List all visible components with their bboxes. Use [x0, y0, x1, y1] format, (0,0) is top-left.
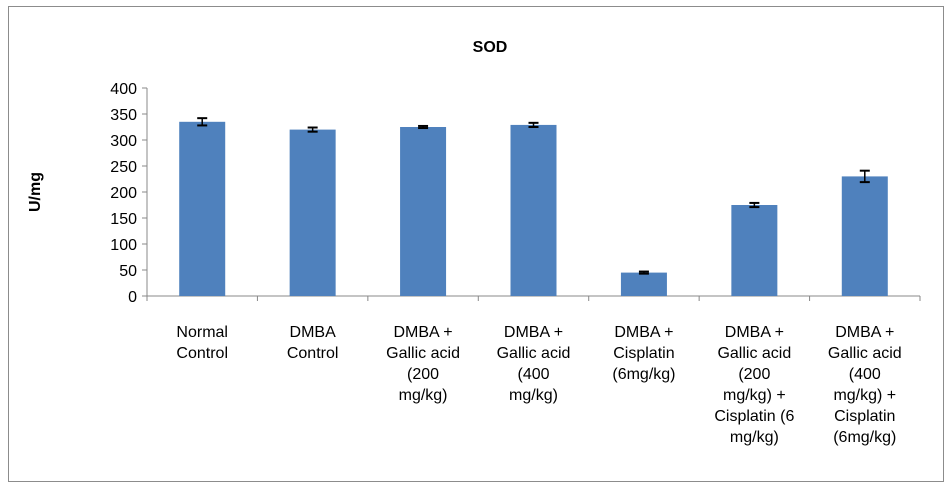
- category-label: DMBA Control: [287, 324, 339, 362]
- bar: [510, 124, 557, 296]
- category-label-line: Gallic acid: [717, 345, 791, 362]
- y-tick-label: 50: [119, 263, 137, 280]
- category-label-line: Cisplatin: [613, 345, 674, 362]
- error-bars: [197, 117, 870, 275]
- category-labels: Normal Control DMBA Control DMBA + Gallic aci…: [176, 324, 901, 446]
- y-tick-label: 350: [110, 107, 137, 124]
- category-label-line: DMBA +: [614, 324, 673, 341]
- category-label-line: (400: [517, 366, 549, 383]
- category-label-line: (200: [407, 366, 439, 383]
- category-label: DMBA + Gallic acid (400 mg/kg): [497, 324, 571, 404]
- category-label-line: Gallic acid: [386, 345, 460, 362]
- bar: [841, 176, 888, 296]
- category-label-line: mg/kg): [399, 387, 448, 404]
- y-tick-labels: 0 50 100 150 200 250 300 350 400: [110, 81, 137, 306]
- category-label: DMBA + Gallic acid (200 mg/kg): [386, 324, 460, 404]
- bar: [179, 121, 226, 296]
- category-label-line: Cisplatin: [834, 408, 895, 425]
- category-label-line: mg/kg): [509, 387, 558, 404]
- category-label-line: Control: [287, 345, 339, 362]
- category-label: Normal Control: [176, 324, 228, 362]
- bar: [289, 129, 336, 296]
- y-tick-label: 400: [110, 81, 137, 98]
- y-axis-label: U/mg: [27, 172, 44, 212]
- category-label-line: (6mg/kg): [612, 366, 675, 383]
- bar: [731, 205, 778, 296]
- category-label: DMBA + Gallic acid (200 mg/kg) + Cisplatin (…: [714, 324, 794, 446]
- y-tick-label: 200: [110, 185, 137, 202]
- category-label-line: Gallic acid: [828, 345, 902, 362]
- chart-frame: [8, 6, 944, 482]
- y-tick-label: 150: [110, 211, 137, 228]
- bar: [400, 127, 447, 296]
- category-label: DMBA + Gallic acid (400 mg/kg) + Cisplatin (6…: [828, 324, 902, 446]
- category-label-line: Control: [176, 345, 228, 362]
- category-label-line: (400: [849, 366, 881, 383]
- category-label-line: DMBA +: [394, 324, 453, 341]
- category-label-line: mg/kg): [730, 429, 779, 446]
- category-label-line: DMBA +: [835, 324, 894, 341]
- category-label-line: (200: [738, 366, 770, 383]
- y-tick-label: 0: [128, 289, 137, 306]
- category-label-line: DMBA +: [504, 324, 563, 341]
- category-label-line: (6mg/kg): [833, 429, 896, 446]
- category-label-line: DMBA +: [725, 324, 784, 341]
- category-label-line: Gallic acid: [497, 345, 571, 362]
- category-label-line: DMBA: [290, 324, 337, 341]
- y-tick-label: 300: [110, 133, 137, 150]
- bar: [620, 272, 667, 296]
- category-label-line: mg/kg) +: [833, 387, 896, 404]
- category-label-line: Normal: [176, 324, 228, 341]
- category-label-line: mg/kg) +: [723, 387, 786, 404]
- y-tick-label: 250: [110, 159, 137, 176]
- bars: [179, 121, 888, 296]
- category-label-line: Cisplatin (6: [714, 408, 794, 425]
- category-label: DMBA + Cisplatin (6mg/kg): [612, 324, 675, 383]
- y-tick-label: 100: [110, 237, 137, 254]
- chart-title: SOD: [473, 39, 508, 56]
